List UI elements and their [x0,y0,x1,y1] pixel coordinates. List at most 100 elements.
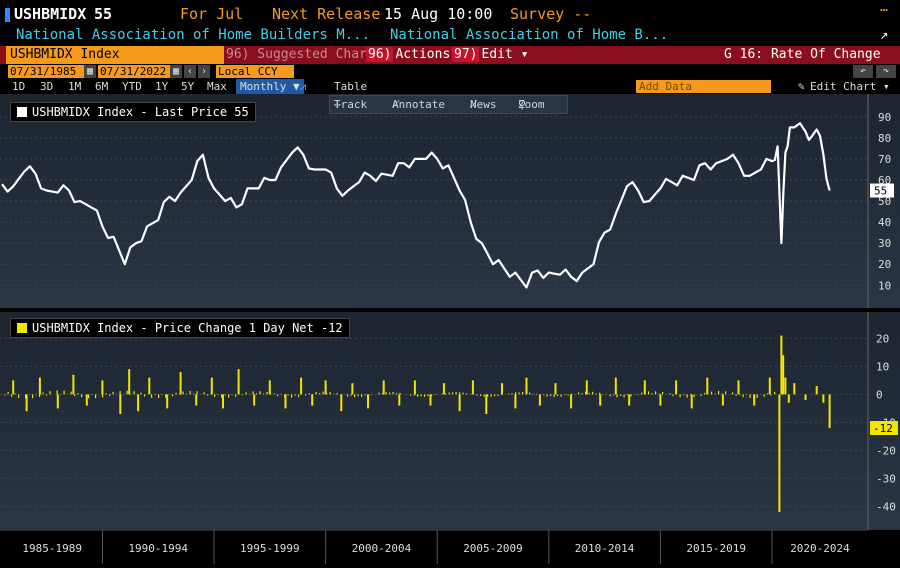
change-bar[interactable] [472,380,474,394]
change-bar[interactable] [340,394,342,411]
period-1d[interactable]: 1D [12,79,25,94]
change-bar-texture [351,394,352,395]
change-bar[interactable] [628,394,630,405]
change-bar[interactable] [691,394,693,408]
change-bar[interactable] [782,355,784,394]
change-bar-texture [260,391,261,394]
change-bar[interactable] [269,380,271,394]
change-bar[interactable] [514,394,516,408]
change-bar[interactable] [778,394,780,512]
add-data-input[interactable]: Add Data [636,80,771,93]
change-bar[interactable] [793,383,795,394]
change-bar[interactable] [101,380,103,394]
change-bar-texture [494,394,495,396]
change-bar[interactable] [615,378,617,395]
table-button[interactable]: Table [334,79,367,94]
chevron-right-icon[interactable]: › [198,65,210,78]
change-bar[interactable] [570,394,572,408]
security-description: National Association of Home Builders M.… [16,27,370,43]
change-bar[interactable] [788,394,790,402]
change-bar[interactable] [659,394,661,405]
change-bar[interactable] [822,394,824,402]
chart-type-icon[interactable]: ⩘ [300,79,306,94]
change-bar[interactable] [311,394,313,405]
change-bar[interactable] [325,380,327,394]
change-bar[interactable] [829,394,831,428]
actions-menu[interactable]: 96)Actions ▾ [366,46,466,64]
price-series-line[interactable] [2,123,830,287]
chevron-left-icon[interactable]: ‹ [184,65,196,78]
change-bar[interactable] [222,394,224,408]
pencil-icon[interactable]: ✎ [798,79,805,94]
end-date-input[interactable]: 07/31/2022 [98,65,170,78]
change-bar[interactable] [119,394,121,414]
undo-icon[interactable]: ↶ [853,65,873,78]
change-bar[interactable] [195,394,197,405]
period-1y[interactable]: 1Y [155,79,168,94]
change-bar[interactable] [166,394,168,408]
change-bar[interactable] [211,378,213,395]
change-bar[interactable] [430,394,432,405]
change-bar[interactable] [501,383,503,394]
change-bar[interactable] [128,369,130,394]
change-bar[interactable] [459,394,461,411]
menu-dots-icon[interactable]: … [880,0,888,15]
change-bar[interactable] [86,394,88,405]
change-bar[interactable] [57,394,59,408]
change-bar[interactable] [180,372,182,394]
change-bar[interactable] [539,394,541,405]
change-bar[interactable] [722,394,724,405]
change-bar[interactable] [816,386,818,394]
change-bar[interactable] [367,394,369,408]
chevron-down-icon[interactable]: ▾ [883,79,890,94]
change-bar[interactable] [706,378,708,395]
change-bar[interactable] [72,375,74,395]
change-bar[interactable] [675,380,677,394]
period-max[interactable]: Max [207,79,227,94]
calendar-icon[interactable]: ▦ [170,65,182,78]
export-icon[interactable]: ↗ [880,27,888,43]
period-3d[interactable]: 3D [40,79,53,94]
change-bar[interactable] [398,394,400,405]
period-5y[interactable]: 5Y [181,79,194,94]
change-bar[interactable] [526,378,528,395]
frequency-select[interactable]: Monthly ▼ [236,79,304,94]
change-bar[interactable] [784,378,786,395]
change-bar[interactable] [383,380,385,394]
start-date-input[interactable]: 07/31/1985 [8,65,84,78]
change-bar[interactable] [443,383,445,394]
period-6m[interactable]: 6M [95,79,108,94]
calendar-icon[interactable]: ▦ [84,65,96,78]
change-bar[interactable] [39,378,41,395]
change-bar[interactable] [644,380,646,394]
change-bar[interactable] [599,394,601,405]
change-bar[interactable] [253,394,255,405]
change-bar[interactable] [753,394,755,405]
change-bar[interactable] [485,394,487,414]
change-bar[interactable] [137,394,139,411]
change-bar-texture [228,394,229,397]
change-bar[interactable] [555,383,557,394]
change-bar-texture [120,391,121,395]
security-field[interactable]: USHBMIDX Index [6,46,224,64]
change-bar[interactable] [414,380,416,394]
redo-icon[interactable]: ↷ [876,65,896,78]
period-1m[interactable]: 1M [68,79,81,94]
change-bar[interactable] [238,369,240,394]
change-bar[interactable] [769,378,771,395]
currency-select[interactable]: Local CCY [216,65,294,78]
suggested-charts-button[interactable]: 96) Suggested Charts [226,46,383,64]
change-bar[interactable] [300,378,302,395]
change-bar[interactable] [738,380,740,394]
edit-menu[interactable]: 97)Edit ▾ [452,46,528,64]
change-bar[interactable] [351,383,353,394]
period-ytd[interactable]: YTD [122,79,142,94]
change-bar[interactable] [780,336,782,395]
change-bar-texture [571,394,572,395]
change-bar[interactable] [12,380,14,394]
edit-chart-button[interactable]: Edit Chart [810,79,876,94]
change-bar[interactable] [148,378,150,395]
change-bar[interactable] [805,394,807,400]
